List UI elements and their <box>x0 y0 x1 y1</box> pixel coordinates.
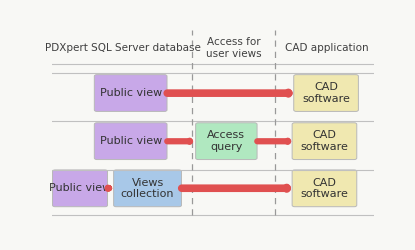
Text: CAD
software: CAD software <box>302 82 350 104</box>
FancyBboxPatch shape <box>114 170 181 207</box>
FancyBboxPatch shape <box>94 75 167 112</box>
Text: Access
query: Access query <box>208 130 245 152</box>
FancyBboxPatch shape <box>294 75 359 112</box>
FancyBboxPatch shape <box>292 170 357 207</box>
Text: PDXpert SQL Server database: PDXpert SQL Server database <box>45 43 200 53</box>
Text: CAD
software: CAD software <box>300 178 348 199</box>
Text: Public view: Public view <box>49 183 111 193</box>
Text: Public view: Public view <box>100 88 162 98</box>
FancyBboxPatch shape <box>94 123 167 160</box>
Text: CAD
software: CAD software <box>300 130 348 152</box>
FancyBboxPatch shape <box>195 123 257 160</box>
Text: Access for
user views: Access for user views <box>206 38 261 59</box>
FancyBboxPatch shape <box>292 123 357 160</box>
Text: Views
collection: Views collection <box>121 178 174 199</box>
Text: CAD application: CAD application <box>285 43 369 53</box>
Text: Public view: Public view <box>100 136 162 146</box>
FancyBboxPatch shape <box>53 170 107 207</box>
